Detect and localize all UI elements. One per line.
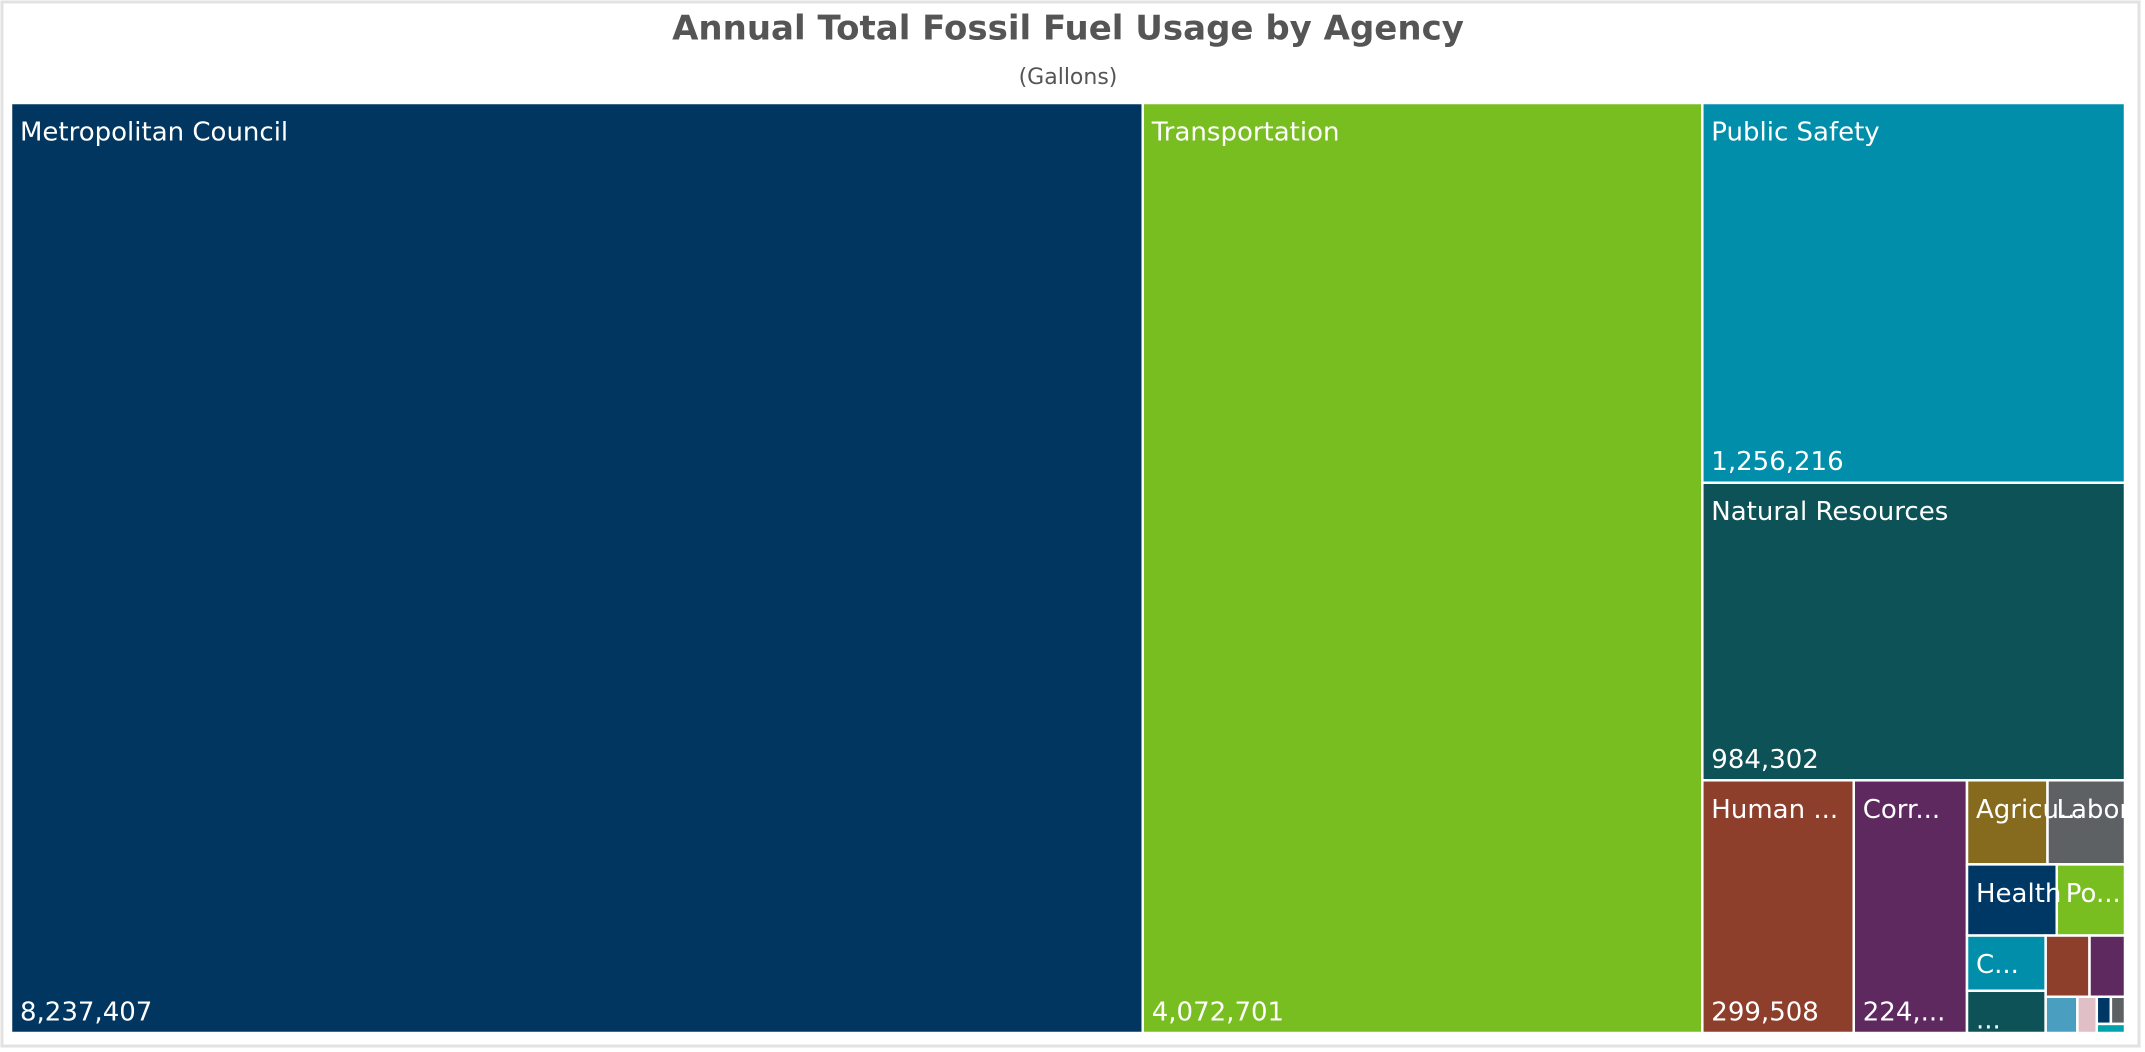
chart-subtitle: (Gallons): [1019, 65, 1118, 90]
tile: [2076, 995, 2099, 1035]
tile-label: Natural Resources: [1711, 497, 1948, 527]
tile: [2044, 995, 2079, 1035]
tile-label: Po...: [2066, 879, 2121, 909]
chart-title: Annual Total Fossil Fuel Usage by Agency: [672, 9, 1464, 49]
tile: [1852, 779, 1969, 1035]
tile: [1701, 779, 1855, 1035]
tile-label: ...: [1976, 1005, 2001, 1035]
tile-label: Human ...: [1711, 795, 1838, 825]
tile: [1965, 989, 2047, 1035]
value-label: 8,237,407: [20, 998, 152, 1028]
tile-label: Health: [1976, 879, 2061, 909]
tile-label: Transportation: [1151, 118, 1340, 148]
tile-label: Corr...: [1863, 795, 1940, 825]
tile: [2095, 995, 2113, 1026]
tile: [1141, 101, 1704, 1035]
tile: [1965, 934, 2047, 993]
tile: [2044, 934, 2091, 999]
tile-label: Metropolitan Council: [20, 118, 288, 148]
value-label: 299,508: [1711, 998, 1819, 1028]
tile-label: Labor ...: [2057, 795, 2145, 825]
tile: [9, 101, 1145, 1035]
tile-label: Agricu...: [1976, 795, 2084, 825]
value-label: 1,256,216: [1711, 447, 1843, 477]
tile: [2109, 995, 2127, 1026]
value-label: 224,...: [1863, 998, 1946, 1028]
tile-label: C...: [1976, 950, 2019, 980]
value-label: 4,072,701: [1152, 998, 1284, 1028]
tile: [1701, 481, 2127, 782]
tile: [1965, 863, 2059, 937]
tile: [2088, 934, 2127, 999]
value-label: 984,302: [1711, 745, 1819, 775]
tile-label: Public Safety: [1711, 118, 1879, 148]
tile: [1701, 101, 2127, 484]
tile: [2095, 1022, 2127, 1035]
